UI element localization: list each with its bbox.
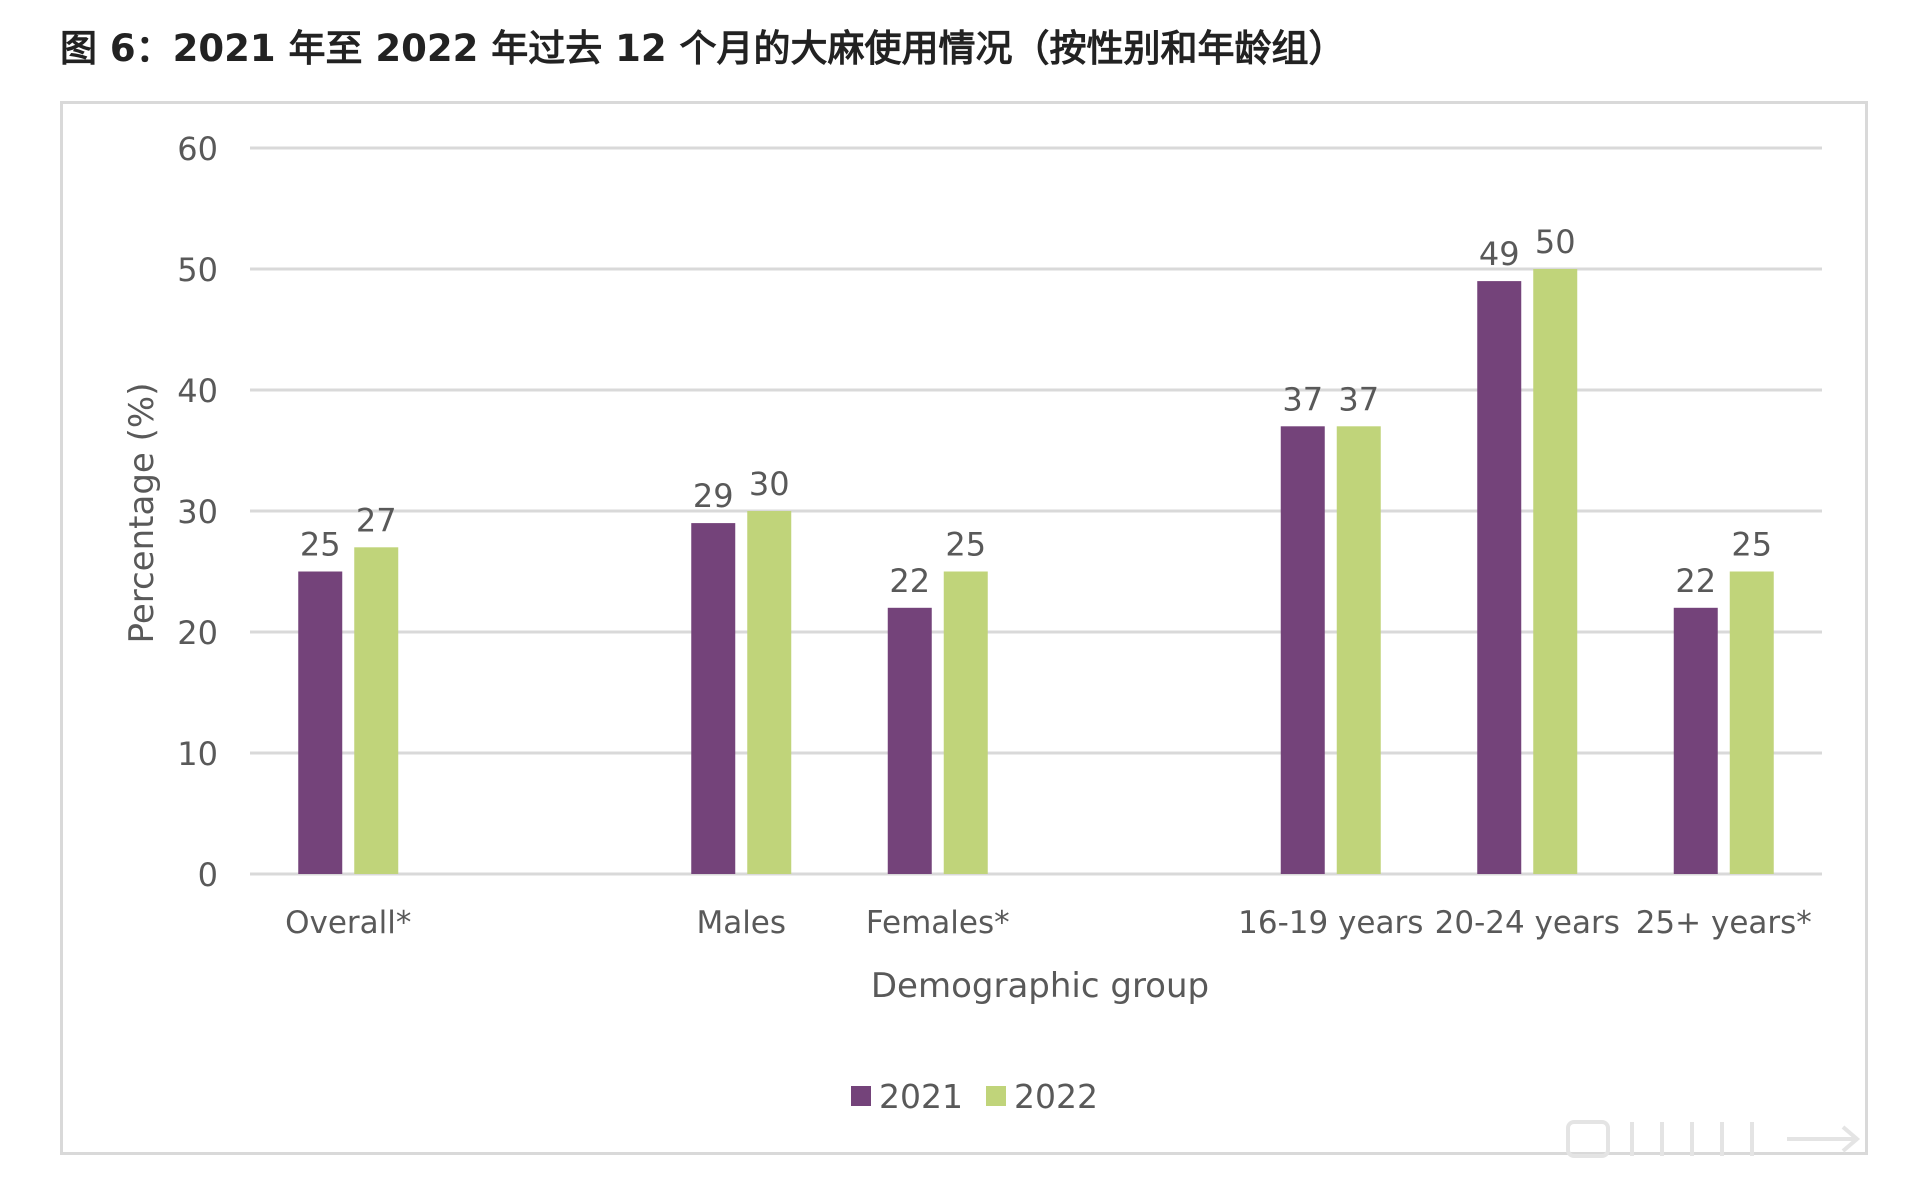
bar-2022	[1729, 571, 1774, 874]
y-axis-title: Percentage (%)	[122, 383, 162, 644]
x-axis-categories: Overall* Males Females* 16-19 years 20-24 ye…	[285, 905, 1812, 941]
y-tick-label: 60	[177, 130, 218, 168]
data-label: 30	[749, 465, 790, 503]
watermark-icon	[1566, 1120, 1861, 1158]
data-label: 37	[1338, 380, 1379, 418]
legend-label: 2021	[879, 1077, 963, 1116]
legend-label: 2022	[1014, 1077, 1098, 1116]
y-tick-label: 0	[198, 856, 218, 894]
data-label: 25	[945, 526, 986, 564]
y-axis-ticks: 0 10 20 30 40 50 60	[177, 130, 218, 894]
data-label: 37	[1282, 380, 1323, 418]
data-labels: 25 27 29 30 22 25 37 37 49 50 22 25	[300, 223, 1772, 600]
x-category-label: Overall*	[285, 905, 411, 941]
data-label: 29	[693, 477, 734, 515]
bar-2021	[1477, 281, 1522, 875]
legend-swatch-2022	[986, 1086, 1006, 1106]
x-category-label: 16-19 years	[1238, 905, 1423, 941]
x-axis-title: Demographic group	[871, 966, 1209, 1006]
bar-2021	[1673, 607, 1718, 874]
y-tick-label: 40	[177, 372, 218, 410]
y-tick-label: 30	[177, 493, 218, 531]
data-label: 25	[1731, 526, 1772, 564]
bar-2022	[1336, 426, 1381, 874]
bar-2021	[298, 571, 343, 874]
data-label: 25	[300, 526, 341, 564]
x-category-label: Males	[696, 905, 786, 941]
x-category-label: 25+ years*	[1636, 905, 1812, 941]
data-label: 27	[356, 501, 397, 539]
bar-2022	[354, 547, 399, 874]
y-tick-label: 20	[177, 614, 218, 652]
x-category-label: 20-24 years	[1435, 905, 1620, 941]
bar-2021	[887, 607, 932, 874]
y-tick-label: 50	[177, 251, 218, 289]
legend-swatch-2021	[851, 1086, 871, 1106]
bar-2022	[1533, 269, 1578, 874]
figure-title: 图 6：2021 年至 2022 年过去 12 个月的大麻使用情况（按性别和年龄…	[60, 27, 1346, 70]
bars	[298, 269, 1774, 875]
x-category-label: Females*	[866, 905, 1010, 941]
bar-2022	[747, 511, 792, 874]
bar-2022	[943, 571, 988, 874]
data-label: 22	[1675, 562, 1716, 600]
legend: 2021 2022	[851, 1077, 1098, 1116]
bar-2021	[691, 523, 736, 874]
data-label: 50	[1535, 223, 1576, 261]
bar-2021	[1280, 426, 1325, 874]
y-tick-label: 10	[177, 735, 218, 773]
gridlines	[250, 146, 1822, 876]
data-label: 22	[889, 562, 930, 600]
data-label: 49	[1479, 235, 1520, 273]
